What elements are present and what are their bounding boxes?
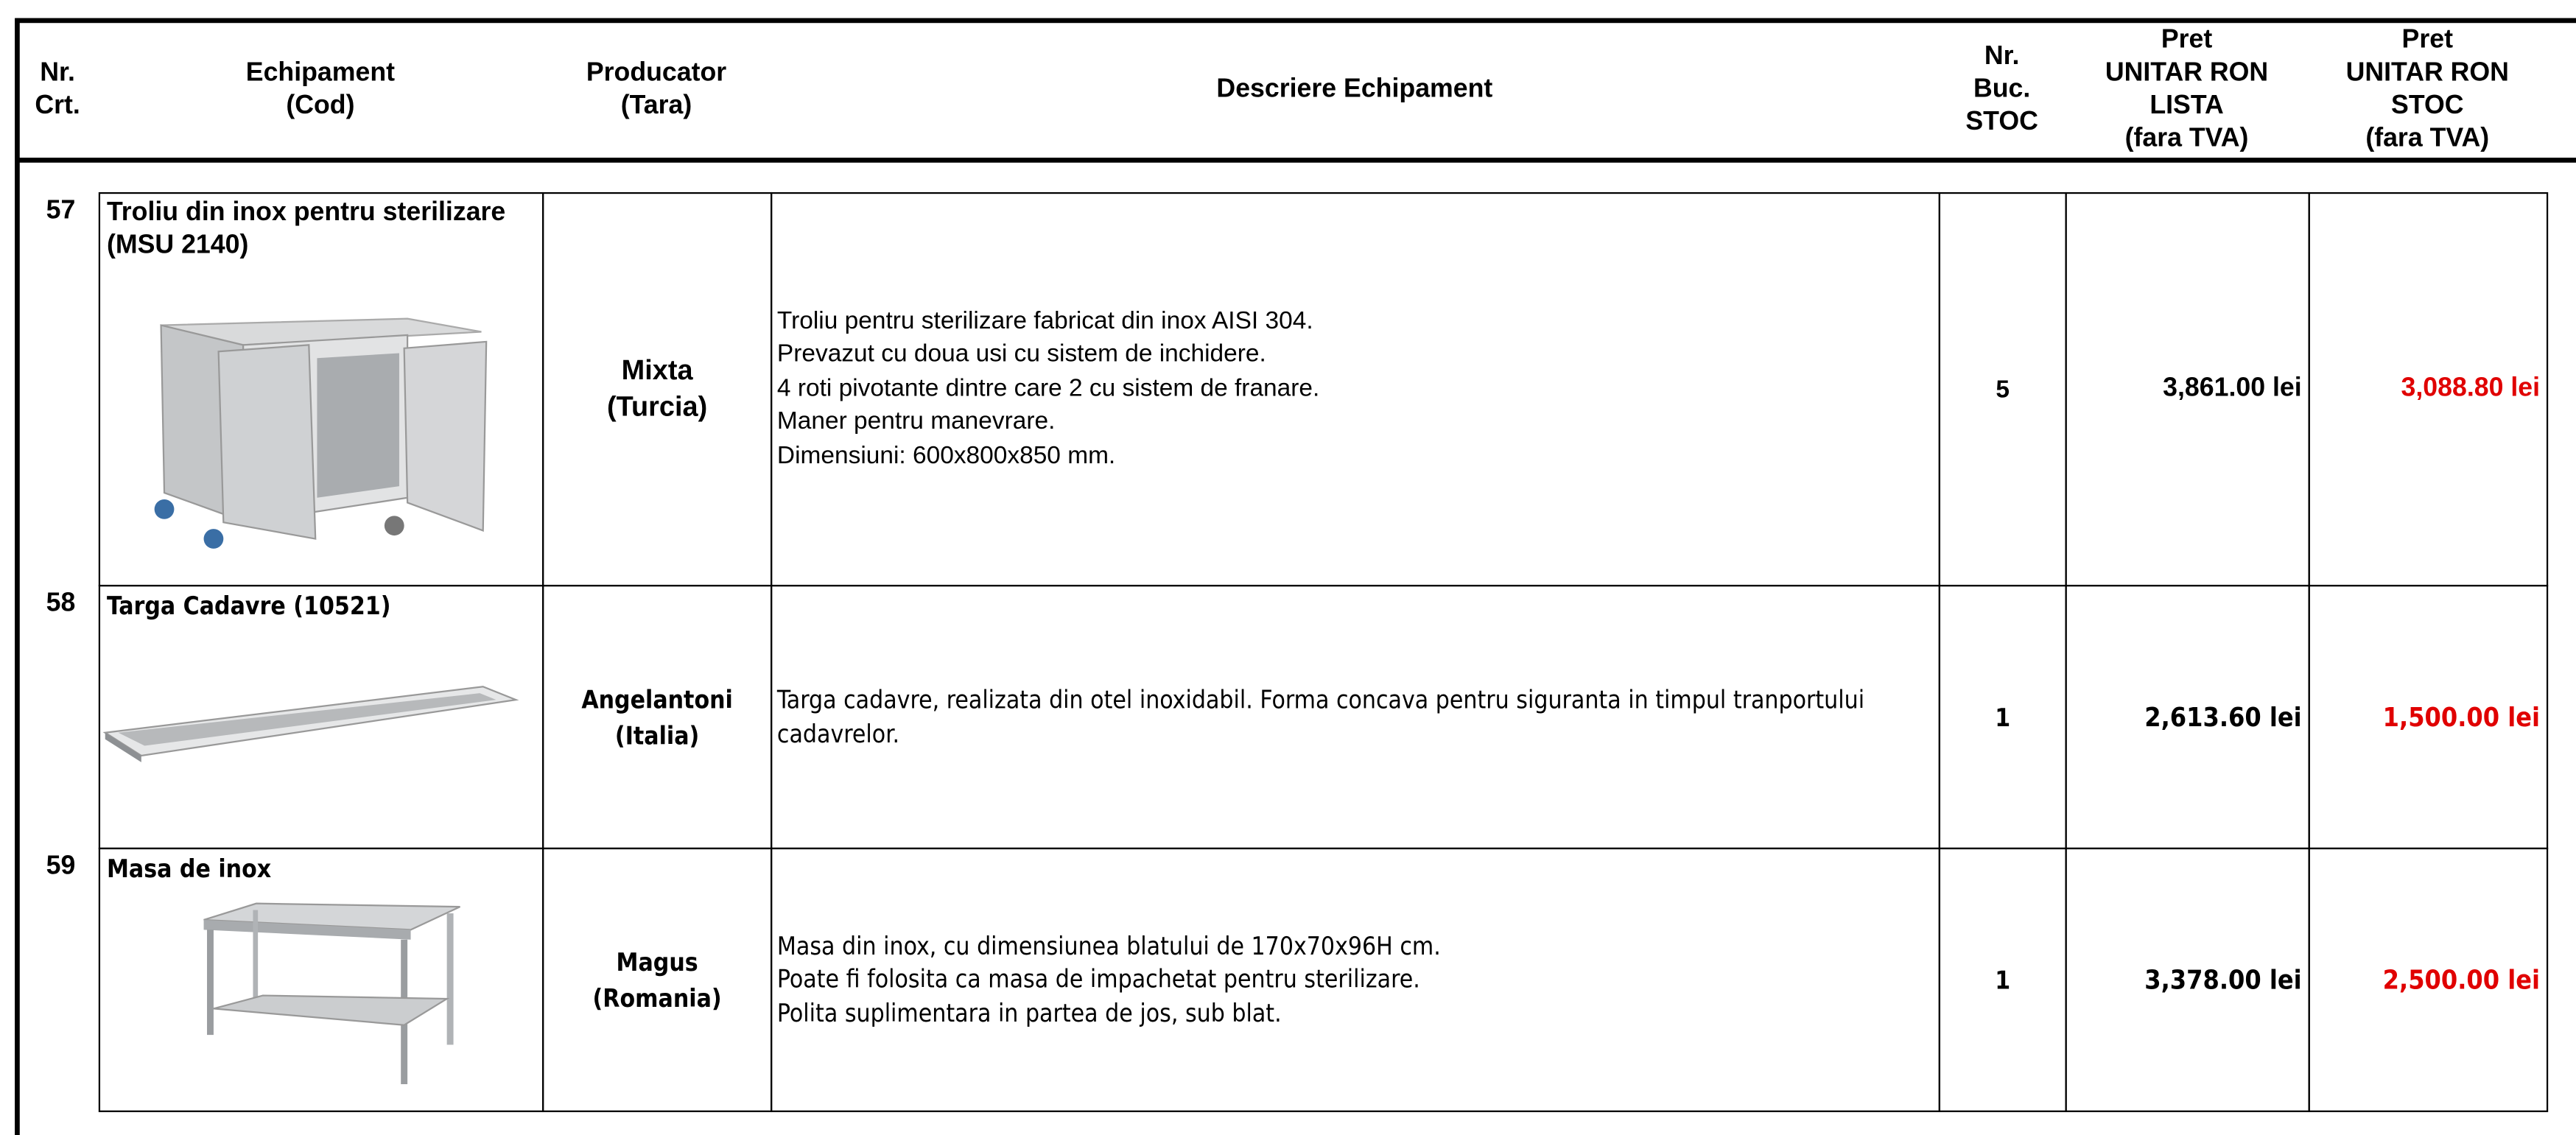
column-header: Nr. Crt.: [16, 20, 99, 160]
description-line: Masa din inox, cu dimensiunea blatului d…: [776, 931, 1441, 961]
column-header: Echipament (Cod): [99, 20, 542, 160]
column-header: Pret UNITAR RON LISTA (fara TVA): [2065, 20, 2308, 160]
header-line: (fara TVA): [2365, 124, 2490, 152]
price-stock: 2,500.00 lei: [2382, 964, 2541, 996]
header-rule: [16, 158, 2576, 163]
description-line: Polita suplimentara in partea de jos, su…: [776, 998, 1282, 1028]
column-header: Descriere Echipament: [771, 20, 1939, 160]
table-cell: Masa de inox: [98, 847, 544, 1112]
row-number: 57: [46, 197, 76, 225]
table-cell: 3,088.80 lei: [2308, 191, 2549, 587]
table-cell: Troliu din inox pentru sterilizare (MSU 2…: [98, 191, 544, 587]
table-cell: Magus (Romania): [541, 847, 773, 1112]
price-list: 3,861.00 lei: [2163, 374, 2302, 403]
header-line: STOC: [1965, 108, 2038, 136]
price-list: 3,378.00 lei: [2144, 964, 2302, 996]
equipment-name: Troliu din inox pentru sterilizare (MSU 2…: [107, 197, 505, 263]
producer-line: (Italia): [614, 720, 700, 751]
table-cell: 1: [1938, 847, 2067, 1112]
table-cell: Angelantoni (Italia): [541, 584, 773, 850]
table-cell: 1: [1938, 584, 2067, 850]
table-cell: Targa cadavre, realizata din otel inoxid…: [771, 584, 1940, 850]
description-line: Dimensiuni: 600x800x850 mm.: [776, 441, 1116, 470]
table-cell: 3,861.00 lei: [2065, 191, 2310, 587]
price-list: 2,613.60 lei: [2144, 701, 2302, 733]
description-line: Prevazut cu doua usi cu sistem de inchid…: [776, 340, 1266, 369]
header-line: LISTA: [2149, 91, 2224, 119]
header-line: STOC: [2391, 91, 2464, 119]
header-line: Pret: [2161, 25, 2213, 54]
header-line: (Cod): [286, 91, 355, 119]
left-rule: [15, 18, 20, 1135]
description-line: Targa cadavre, realizata din otel inoxid…: [776, 685, 1865, 715]
column-header: Pret UNITAR RON STOC (fara TVA): [2309, 20, 2547, 160]
table-cell: 2,500.00 lei: [2308, 847, 2549, 1112]
header-line: Nr.: [1984, 41, 2020, 70]
producer-line: Angelantoni: [581, 684, 733, 714]
producer-line: Magus: [616, 946, 698, 977]
product-image-trolley: [154, 317, 488, 549]
header-line: Crt.: [35, 91, 80, 119]
description-line: Troliu pentru sterilizare fabricat din i…: [776, 306, 1313, 335]
producer-line: Mixta: [621, 354, 693, 387]
table-cell: 2,613.60 lei: [2065, 584, 2310, 850]
table-cell: 5: [1938, 191, 2067, 587]
header-line: Producator: [586, 58, 727, 87]
equipment-line: Troliu din inox pentru sterilizare: [106, 198, 506, 227]
header-line: Buc.: [1973, 74, 2031, 103]
description-line: Poate fi folosita ca masa de impachetat …: [776, 964, 1420, 994]
header-line: Nr.: [40, 58, 75, 87]
description-line: 4 roti pivotante dintre care 2 cu sistem…: [776, 373, 1320, 402]
stock: 1: [1995, 702, 2011, 732]
producer-line: (Turcia): [606, 390, 708, 423]
table-cell: Targa Cadavre (10521): [98, 584, 544, 850]
header-line: UNITAR RON: [2105, 58, 2269, 87]
column-header: Nr. Buc. STOC: [1939, 20, 2066, 160]
equipment-name: Masa de inox: [107, 853, 271, 886]
header-line: UNITAR RON: [2345, 58, 2509, 87]
table-cell: Troliu pentru sterilizare fabricat din i…: [771, 191, 1940, 587]
header-line: Echipament: [245, 58, 396, 87]
stock: 5: [1996, 375, 2010, 404]
price-stock: 3,088.80 lei: [2401, 374, 2541, 403]
header-line: Descriere Echipament: [1216, 74, 1493, 103]
producer-line: (Romania): [592, 983, 722, 1013]
description-line: cadavrelor.: [776, 718, 900, 748]
equipment-line: (MSU 2140): [106, 231, 249, 260]
table-cell: 1,500.00 lei: [2308, 584, 2549, 850]
row-number: 59: [46, 852, 76, 881]
row-number: 58: [46, 589, 76, 618]
equipment-line: Masa de inox: [106, 854, 272, 884]
top-rule: [16, 18, 2576, 24]
header-line: (fara TVA): [2124, 124, 2249, 152]
equipment-name: Targa Cadavre (10521): [107, 590, 391, 623]
column-header: Producator (Tara): [542, 20, 771, 160]
header-line: (Tara): [620, 91, 692, 119]
table-cell: Mixta (Turcia): [541, 191, 773, 587]
header-line: Pret: [2401, 25, 2453, 54]
equipment-line: Targa Cadavre (10521): [106, 591, 391, 622]
description-line: Maner pentru manevrare.: [776, 407, 1056, 436]
product-image-stretcher: [102, 686, 519, 762]
table-cell: 3,378.00 lei: [2065, 847, 2310, 1112]
stock: 1: [1995, 965, 2011, 995]
product-image-table: [203, 902, 460, 1084]
price-stock: 1,500.00 lei: [2382, 701, 2541, 733]
table-cell: Masa din inox, cu dimensiunea blatului d…: [771, 847, 1940, 1112]
